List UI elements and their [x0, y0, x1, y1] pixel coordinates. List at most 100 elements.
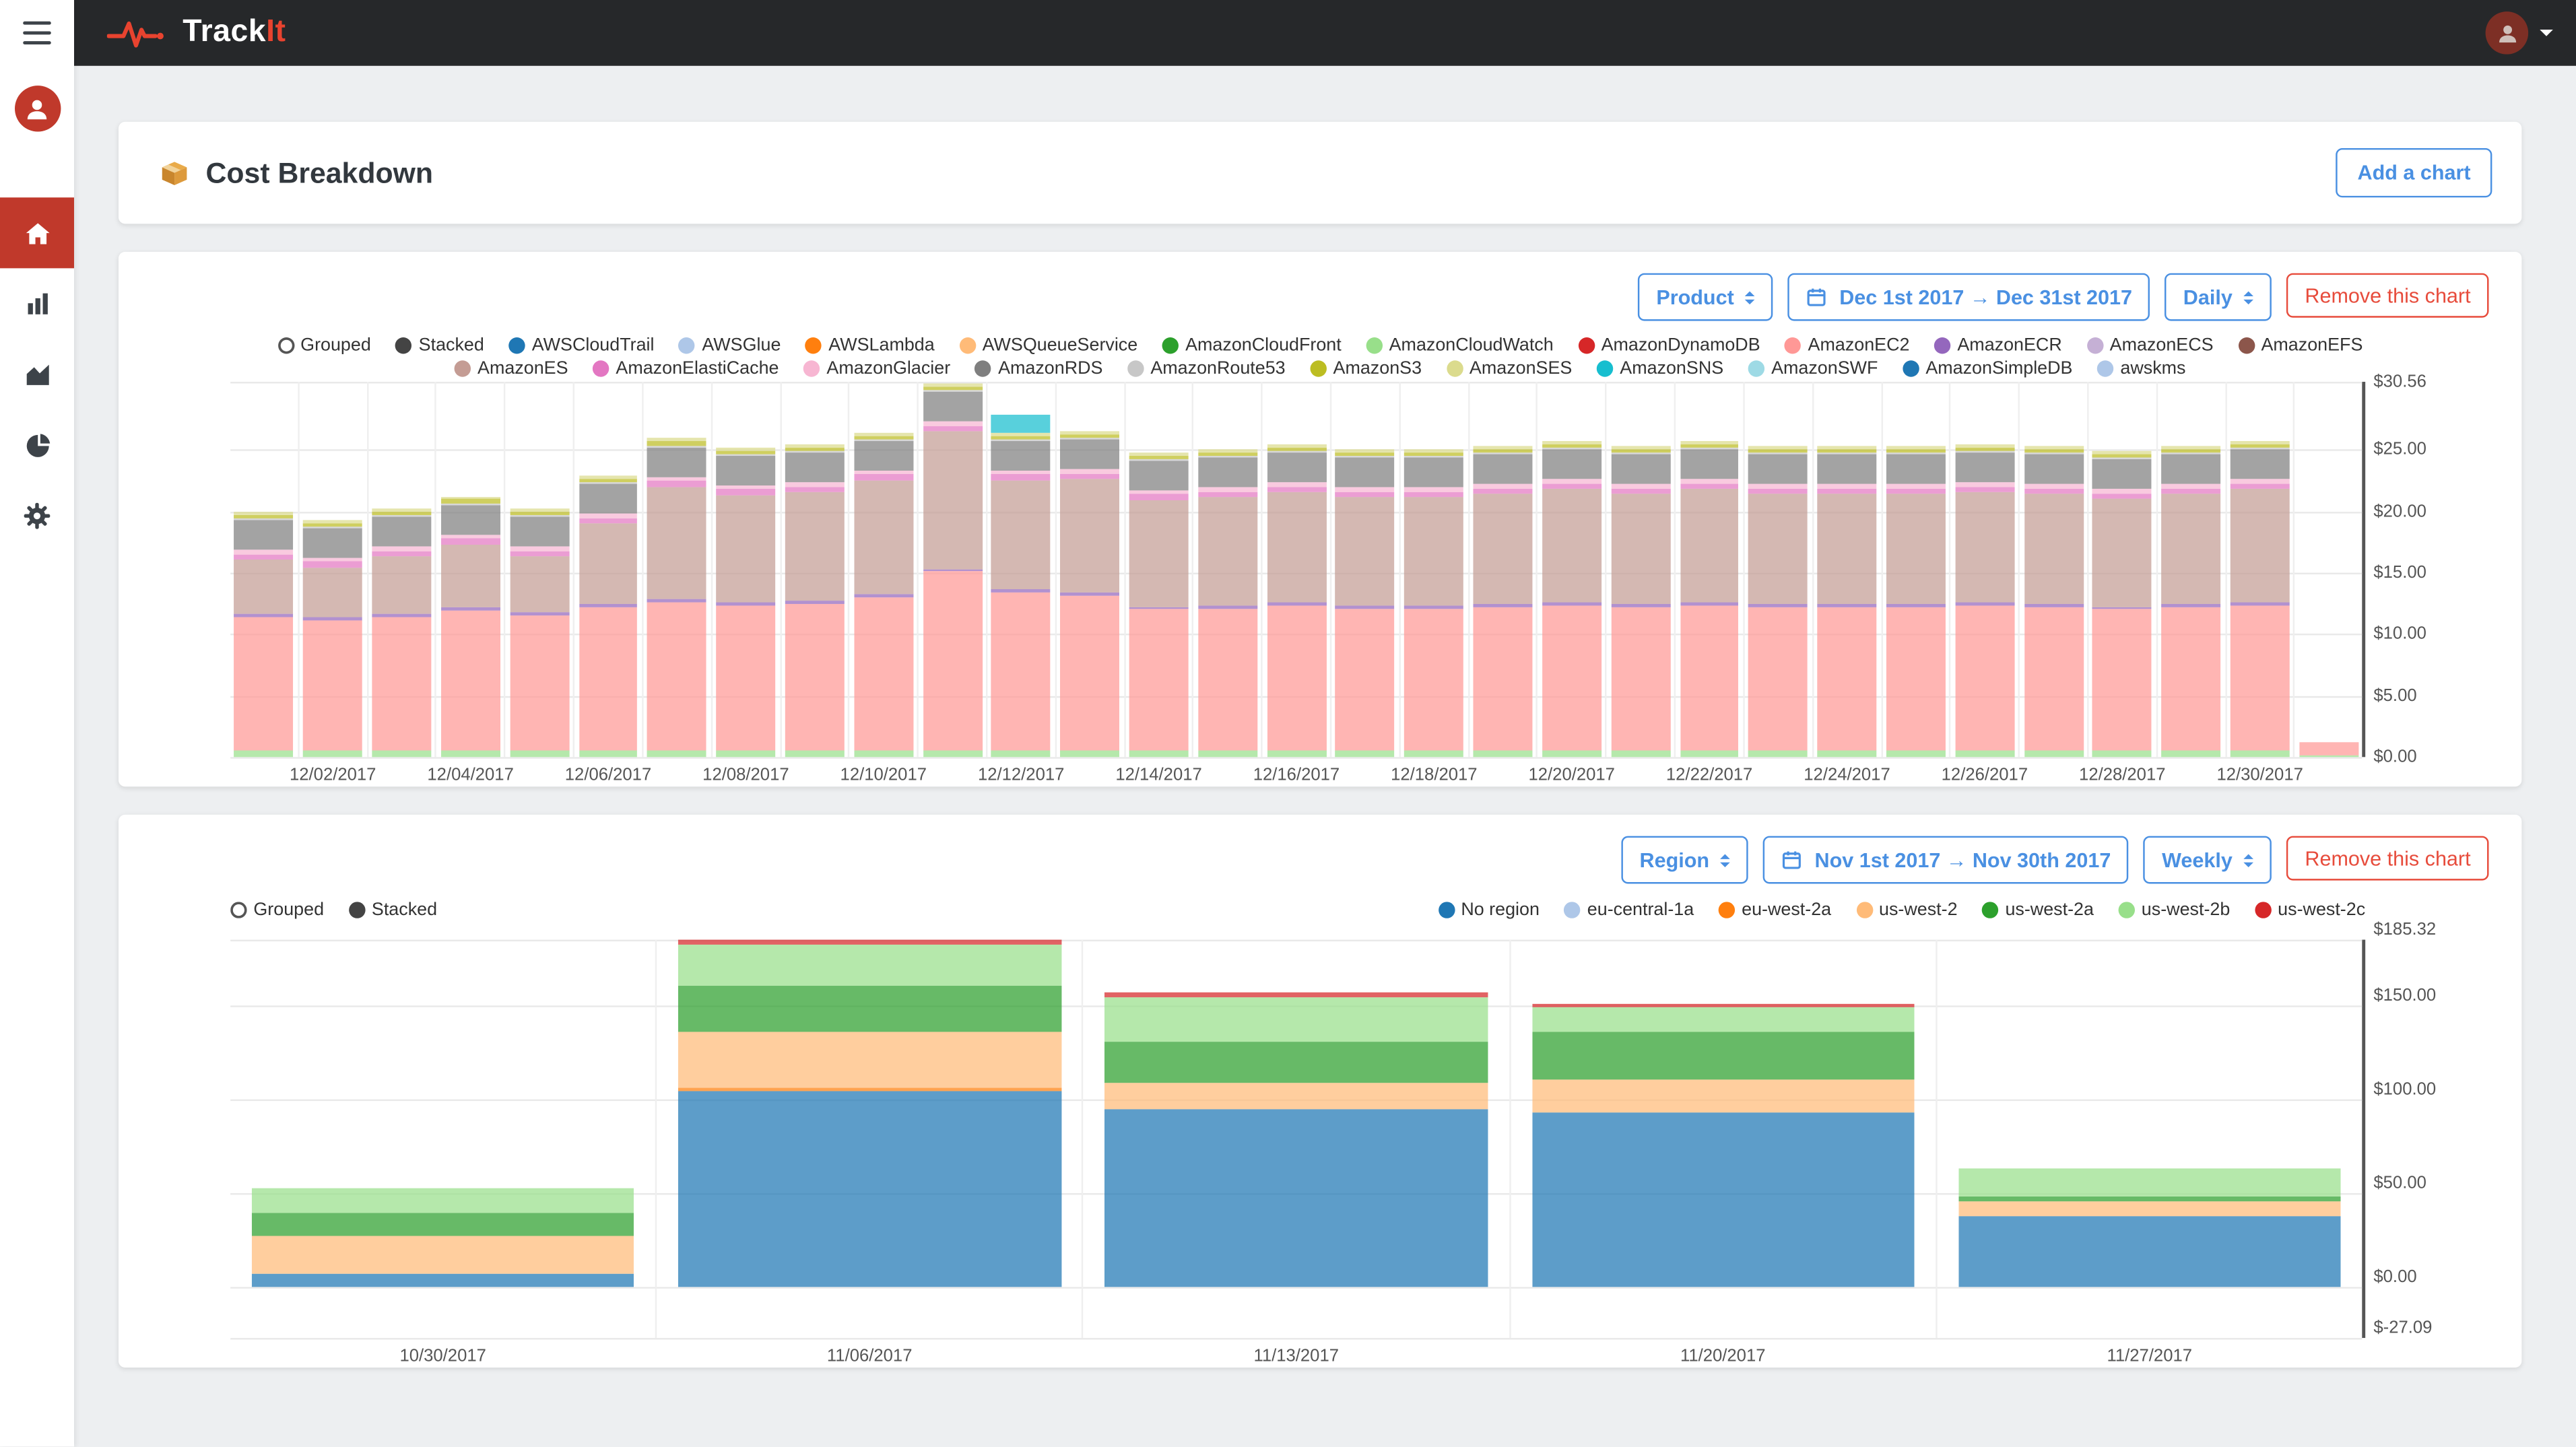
legend-item[interactable]: AmazonSWF — [1748, 359, 1878, 378]
bar-segment[interactable] — [1611, 494, 1670, 605]
bar-segment[interactable] — [1886, 452, 1946, 455]
bar-segment[interactable] — [1611, 452, 1670, 455]
bar-segment[interactable] — [579, 482, 638, 484]
legend-item[interactable]: AmazonEC2 — [1785, 336, 1909, 356]
bar-segment[interactable] — [1611, 446, 1670, 449]
bar-segment[interactable] — [1104, 992, 1488, 997]
bar-segment[interactable] — [303, 528, 363, 558]
sidebar-item-pie-charts[interactable] — [0, 410, 74, 481]
bar-segment[interactable] — [440, 496, 500, 500]
legend-item[interactable]: awskms — [2097, 359, 2185, 378]
bar-segment[interactable] — [440, 499, 500, 504]
bar-segment[interactable] — [1197, 458, 1257, 488]
bar-segment[interactable] — [1267, 453, 1326, 483]
bar-segment[interactable] — [991, 440, 1051, 471]
bar-segment[interactable] — [579, 517, 638, 523]
bar-segment[interactable] — [1404, 456, 1464, 459]
bar-segment[interactable] — [1748, 749, 1808, 758]
bar-segment[interactable] — [2092, 457, 2152, 460]
bar-segment[interactable] — [303, 567, 363, 618]
bar-segment[interactable] — [785, 749, 845, 758]
date-range-button[interactable]: Nov 1st 2017 → Nov 30th 2017 — [1763, 836, 2129, 884]
bar-segment[interactable] — [1335, 749, 1395, 758]
bar-segment[interactable] — [716, 489, 776, 496]
bar-segment[interactable] — [1680, 605, 1740, 750]
bar-segment[interactable] — [853, 439, 913, 441]
bar-segment[interactable] — [1060, 479, 1120, 593]
bar-segment[interactable] — [579, 607, 638, 750]
bar-segment[interactable] — [2024, 607, 2084, 750]
sidebar-item-bar-charts[interactable] — [0, 268, 74, 339]
bar-segment[interactable] — [1886, 483, 1946, 489]
bar-segment[interactable] — [1886, 494, 1946, 605]
bar-segment[interactable] — [1611, 454, 1670, 484]
bar-segment[interactable] — [2092, 498, 2152, 607]
bar-segment[interactable] — [1197, 449, 1257, 453]
bar-segment[interactable] — [1473, 494, 1533, 605]
bar-segment[interactable] — [1267, 603, 1326, 607]
bar-segment[interactable] — [1404, 497, 1464, 606]
bar-segment[interactable] — [1748, 454, 1808, 484]
bar-segment[interactable] — [440, 504, 500, 535]
bar-segment[interactable] — [1954, 451, 2014, 454]
bar-segment[interactable] — [1817, 483, 1877, 489]
bar-segment[interactable] — [1335, 487, 1395, 492]
bar-segment[interactable] — [991, 480, 1051, 590]
bar-segment[interactable] — [785, 444, 845, 448]
bar-segment[interactable] — [1542, 447, 1601, 450]
bar-segment[interactable] — [1404, 487, 1464, 492]
legend-item[interactable]: AWSLambda — [805, 336, 935, 356]
bar-segment[interactable] — [1531, 1004, 1915, 1008]
bar-segment[interactable] — [372, 546, 432, 551]
bar-segment[interactable] — [2092, 488, 2152, 494]
bar-segment[interactable] — [1531, 1032, 1915, 1079]
bar-segment[interactable] — [1958, 1215, 2341, 1287]
bar-segment[interactable] — [1404, 452, 1464, 457]
bar-segment[interactable] — [1197, 749, 1257, 758]
bar-segment[interactable] — [1886, 454, 1946, 484]
bar-segment[interactable] — [2230, 479, 2290, 483]
bar-segment[interactable] — [1680, 479, 1740, 483]
bar-segment[interactable] — [251, 1236, 634, 1275]
bar-segment[interactable] — [1817, 607, 1877, 750]
bar-segment[interactable] — [2024, 448, 2084, 453]
bar-segment[interactable] — [440, 538, 500, 545]
legend-item[interactable]: AmazonRoute53 — [1127, 359, 1286, 378]
bar-segment[interactable] — [716, 450, 776, 455]
bar-segment[interactable] — [1748, 446, 1808, 449]
bar-segment[interactable] — [303, 558, 363, 562]
bar-segment[interactable] — [1954, 603, 2014, 607]
bar-segment[interactable] — [678, 1088, 1061, 1091]
bar-segment[interactable] — [509, 615, 569, 750]
bar-segment[interactable] — [923, 568, 982, 572]
bar-segment[interactable] — [1335, 449, 1395, 453]
bar-segment[interactable] — [509, 546, 569, 551]
bar-segment[interactable] — [2299, 742, 2358, 756]
bar-segment[interactable] — [1335, 492, 1395, 498]
bar-segment[interactable] — [1129, 490, 1189, 495]
bar-segment[interactable] — [1748, 488, 1808, 494]
interval-select[interactable]: Daily — [2165, 273, 2272, 321]
bar-segment[interactable] — [1954, 444, 2014, 448]
bar-segment[interactable] — [1473, 452, 1533, 455]
bar-segment[interactable] — [853, 432, 913, 436]
bar-segment[interactable] — [991, 475, 1051, 481]
bar-segment[interactable] — [1129, 606, 1189, 610]
bar-segment[interactable] — [1611, 749, 1670, 758]
bar-segment[interactable] — [2230, 601, 2290, 605]
bar-segment[interactable] — [1680, 488, 1740, 602]
bar-segment[interactable] — [2024, 446, 2084, 449]
bar-segment[interactable] — [234, 518, 294, 521]
bar-segment[interactable] — [1748, 494, 1808, 605]
bar-segment[interactable] — [1954, 749, 2014, 758]
bar-segment[interactable] — [2024, 494, 2084, 605]
bar-segment[interactable] — [1531, 1079, 1915, 1113]
bar-segment[interactable] — [1542, 449, 1601, 479]
bar-segment[interactable] — [303, 523, 363, 527]
bar-segment[interactable] — [1404, 458, 1464, 488]
bar-segment[interactable] — [1335, 452, 1395, 457]
bar-segment[interactable] — [303, 749, 363, 758]
bar-segment[interactable] — [1611, 604, 1670, 607]
bar-segment[interactable] — [303, 620, 363, 750]
bar-segment[interactable] — [1060, 440, 1120, 469]
